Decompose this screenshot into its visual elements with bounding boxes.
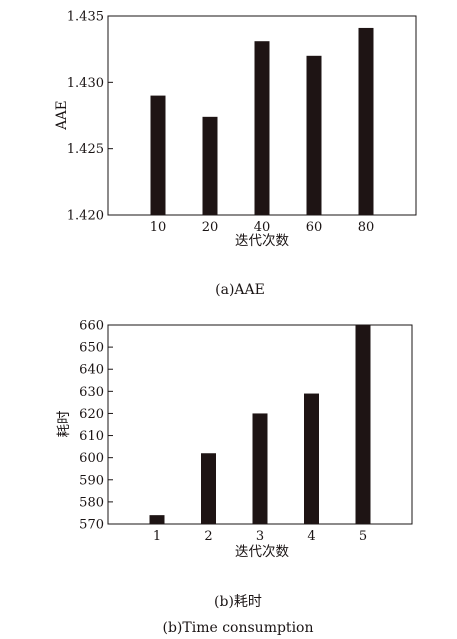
chart-a-bar xyxy=(150,95,166,215)
chart-b-ytick-label: 590 xyxy=(79,473,104,488)
chart-b-ylabel: 耗时 xyxy=(56,411,72,438)
chart-b-bar xyxy=(201,453,216,524)
chart-a-bar xyxy=(254,41,270,215)
chart-a-ylabel: AAE xyxy=(54,100,70,130)
chart-b-caption-en: (b)Time consumption xyxy=(163,620,314,636)
chart-b-xtick-label: 5 xyxy=(359,529,367,544)
chart-a-ytick-label: 1.420 xyxy=(67,209,104,224)
chart-b-ytick-label: 610 xyxy=(79,429,104,444)
chart-a-xtick-label: 10 xyxy=(150,220,167,235)
chart-a-ytick-label: 1.435 xyxy=(67,10,104,25)
chart-a-ytick-label: 1.425 xyxy=(67,142,104,157)
chart-b-bar xyxy=(149,515,165,524)
chart-aae: 1.420 1.425 1.430 1.435 10 20 40 60 80 AAE 迭代次数… xyxy=(54,10,417,298)
chart-a-xtick-label: 60 xyxy=(306,220,323,235)
chart-a-caption: (a)AAE xyxy=(215,282,265,298)
chart-b-bar xyxy=(252,413,268,524)
chart-b-ytick-label: 660 xyxy=(79,319,104,334)
chart-b-xtick-label: 4 xyxy=(307,529,315,544)
chart-a-bar xyxy=(306,55,322,215)
chart-a-xtick-label: 20 xyxy=(202,220,219,235)
chart-b-xtick-label: 2 xyxy=(204,529,212,544)
chart-a-bar xyxy=(202,116,218,215)
chart-a-xtick-label: 80 xyxy=(358,220,375,235)
chart-a-xlabel: 迭代次数 xyxy=(235,233,289,249)
chart-a-bar xyxy=(358,27,374,215)
chart-b-ytick-label: 640 xyxy=(79,363,104,378)
chart-b-ytick-label: 570 xyxy=(79,518,104,533)
chart-a-ytick-label: 1.430 xyxy=(67,76,104,91)
chart-b-xtick-label: 3 xyxy=(256,529,264,544)
chart-b-ytick-label: 630 xyxy=(79,385,104,400)
chart-b-xtick-label: 1 xyxy=(153,529,161,544)
chart-b-ytick-label: 580 xyxy=(79,495,104,510)
chart-b-caption: (b)耗时 xyxy=(214,594,262,610)
chart-a-xtick-label: 40 xyxy=(254,220,271,235)
chart-b-ytick-label: 620 xyxy=(79,407,104,422)
chart-b-xlabel: 迭代次数 xyxy=(235,544,289,560)
chart-b-bar xyxy=(304,393,319,524)
chart-b-bar xyxy=(355,325,371,524)
chart-b-ytick-label: 600 xyxy=(79,451,104,466)
chart-b-ytick-label: 650 xyxy=(79,341,104,356)
